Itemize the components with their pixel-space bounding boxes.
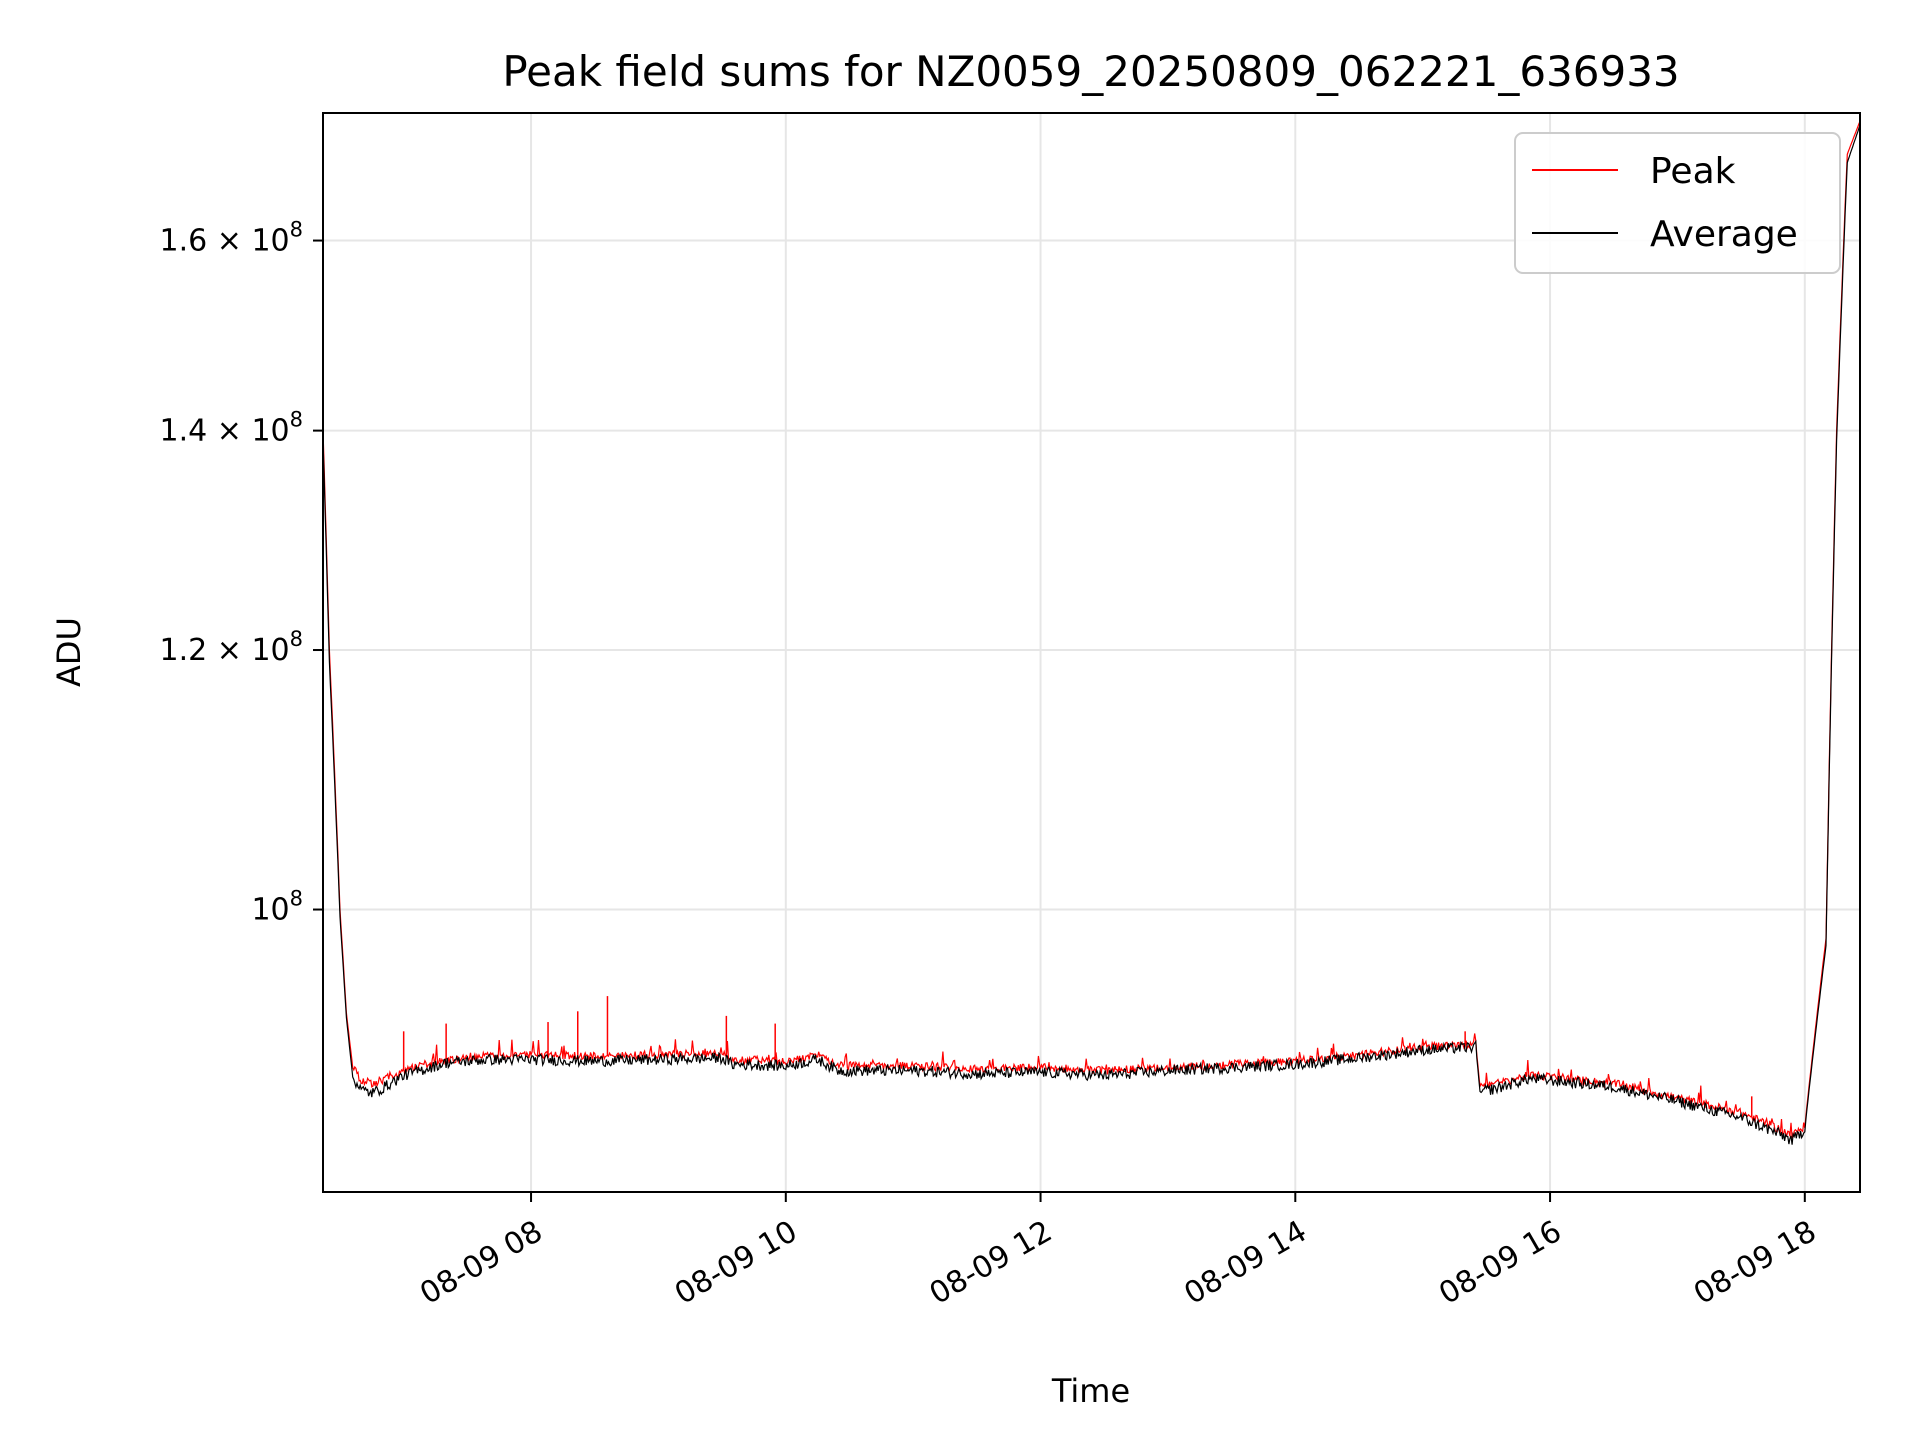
series-line-average	[323, 125, 1860, 1145]
legend: Peak Average	[1514, 132, 1841, 274]
chart-title: Peak field sums for NZ0059_20250809_0622…	[502, 47, 1679, 96]
y-tick-label: 108	[251, 887, 303, 928]
y-tick-label: 1.4 × 108	[160, 408, 303, 449]
series-layer	[323, 120, 1860, 1145]
legend-box	[1514, 132, 1841, 274]
x-axis-label: Time	[1051, 1372, 1130, 1410]
legend-label-average: Average	[1650, 214, 1798, 255]
legend-label-peak: Peak	[1650, 151, 1736, 192]
y-tick-label: 1.2 × 108	[160, 627, 303, 668]
y-tick-label: 1.6 × 108	[160, 218, 303, 259]
plot-frame	[322, 112, 1861, 1193]
y-axis-label: ADU	[50, 617, 88, 687]
